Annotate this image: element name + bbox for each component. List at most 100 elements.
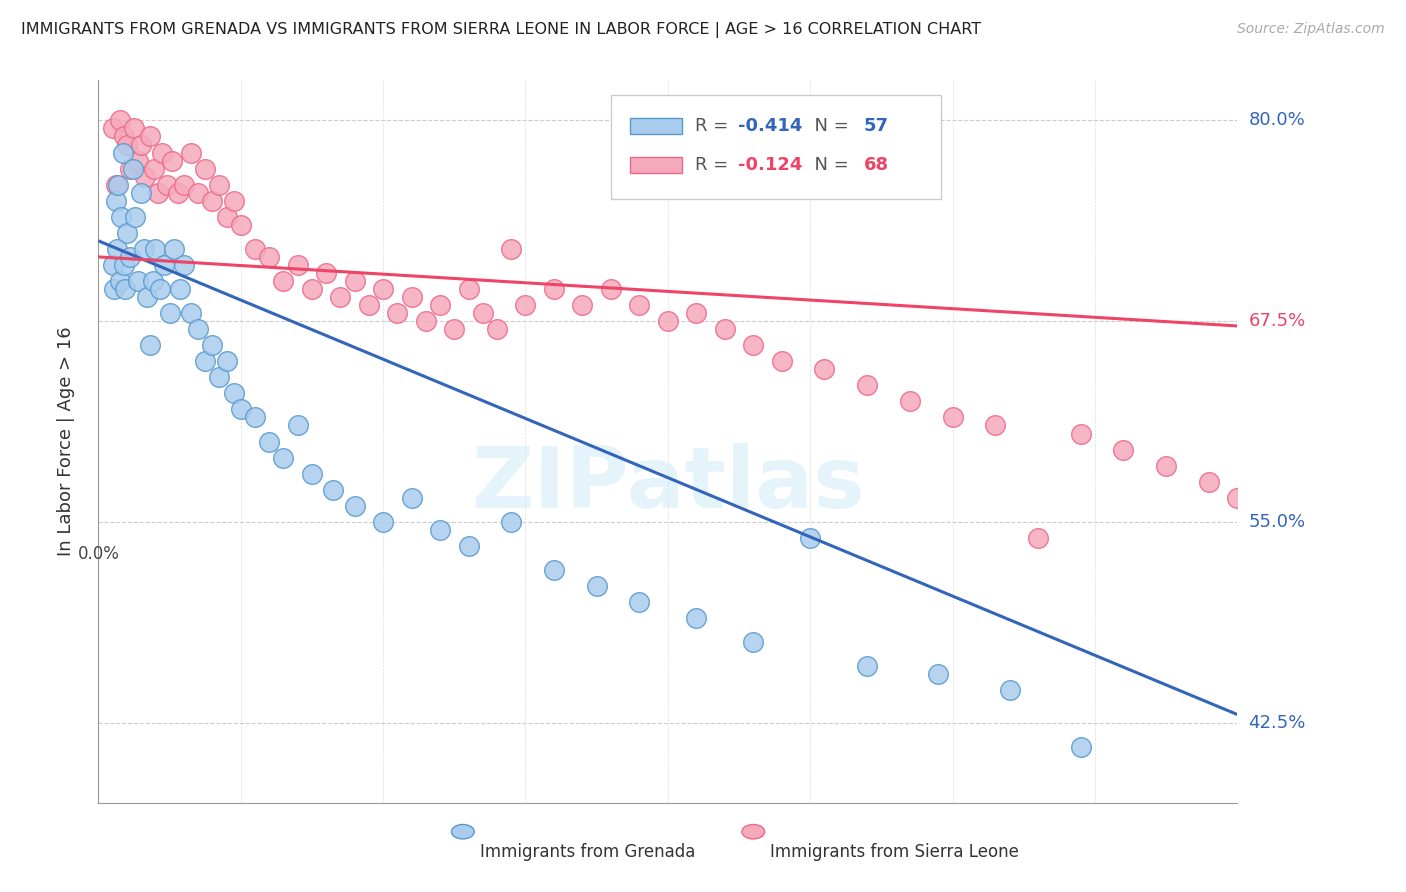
Point	[387, 306, 409, 320]
Point	[259, 434, 281, 449]
Text: Source: ZipAtlas.com: Source: ZipAtlas.com	[1237, 22, 1385, 37]
Point	[429, 523, 451, 537]
Text: Immigrants from Grenada: Immigrants from Grenada	[479, 843, 696, 861]
Point	[118, 250, 141, 264]
Text: IMMIGRANTS FROM GRENADA VS IMMIGRANTS FROM SIERRA LEONE IN LABOR FORCE | AGE > 1: IMMIGRANTS FROM GRENADA VS IMMIGRANTS FR…	[21, 22, 981, 38]
Point	[112, 129, 135, 144]
Point	[1198, 475, 1220, 489]
Point	[856, 659, 879, 673]
Circle shape	[451, 824, 474, 838]
Point	[173, 178, 195, 192]
Point	[111, 145, 134, 160]
Point	[657, 314, 679, 328]
Point	[129, 186, 152, 200]
Point	[215, 354, 238, 368]
Point	[167, 186, 190, 200]
Point	[132, 242, 155, 256]
Point	[187, 186, 209, 200]
Point	[515, 298, 537, 312]
Point	[159, 306, 181, 320]
Text: R =: R =	[695, 156, 734, 174]
FancyBboxPatch shape	[630, 157, 682, 173]
Point	[371, 515, 394, 529]
Point	[273, 274, 295, 288]
Point	[770, 354, 793, 368]
Point	[486, 322, 509, 336]
Text: 67.5%: 67.5%	[1249, 312, 1306, 330]
Point	[118, 161, 141, 176]
Point	[180, 145, 202, 160]
Point	[898, 394, 921, 409]
Point	[301, 282, 323, 296]
Point	[742, 635, 765, 649]
Point	[173, 258, 195, 272]
Text: R =: R =	[695, 117, 734, 135]
Circle shape	[742, 824, 765, 838]
Point	[222, 386, 245, 401]
Point	[415, 314, 437, 328]
Text: 42.5%: 42.5%	[1249, 714, 1306, 731]
Point	[585, 579, 607, 593]
Point	[138, 129, 160, 144]
Point	[315, 266, 337, 280]
Point	[273, 450, 295, 465]
Point	[114, 282, 136, 296]
Text: 68: 68	[863, 156, 889, 174]
Text: N =: N =	[803, 117, 855, 135]
Point	[103, 282, 125, 296]
Point	[105, 242, 128, 256]
Point	[127, 153, 149, 168]
Point	[104, 178, 127, 192]
Point	[343, 274, 366, 288]
Point	[357, 298, 380, 312]
Text: N =: N =	[803, 156, 855, 174]
Point	[108, 113, 131, 128]
Point	[543, 563, 565, 577]
Point	[301, 467, 323, 481]
Point	[287, 418, 309, 433]
Point	[124, 210, 146, 224]
Text: -0.124: -0.124	[738, 156, 803, 174]
Text: 0.0%: 0.0%	[77, 545, 120, 563]
Point	[107, 178, 129, 192]
Point	[998, 683, 1021, 698]
Point	[322, 483, 344, 497]
FancyBboxPatch shape	[630, 118, 682, 134]
Text: 55.0%: 55.0%	[1249, 513, 1306, 531]
Point	[127, 274, 149, 288]
Point	[371, 282, 394, 296]
Point	[942, 410, 965, 425]
Point	[243, 242, 266, 256]
Point	[457, 282, 479, 296]
Point	[742, 338, 765, 352]
Point	[152, 145, 174, 160]
Point	[1070, 426, 1092, 441]
Point	[156, 178, 179, 192]
Point	[628, 595, 651, 609]
Point	[122, 121, 145, 136]
Point	[187, 322, 209, 336]
Point	[401, 290, 423, 304]
Point	[141, 274, 163, 288]
Point	[215, 210, 238, 224]
Point	[685, 611, 707, 625]
Point	[259, 250, 281, 264]
Point	[135, 290, 157, 304]
Point	[145, 242, 167, 256]
Point	[984, 418, 1007, 433]
Point	[162, 153, 184, 168]
Point	[142, 161, 165, 176]
Point	[714, 322, 737, 336]
Point	[1154, 458, 1177, 473]
Point	[110, 210, 132, 224]
Point	[208, 370, 231, 384]
Point	[1226, 491, 1249, 505]
Point	[194, 161, 217, 176]
Point	[229, 402, 252, 417]
Point	[208, 178, 231, 192]
FancyBboxPatch shape	[612, 95, 941, 200]
Point	[194, 354, 217, 368]
Text: 80.0%: 80.0%	[1249, 112, 1305, 129]
Point	[1070, 739, 1092, 754]
Point	[329, 290, 352, 304]
